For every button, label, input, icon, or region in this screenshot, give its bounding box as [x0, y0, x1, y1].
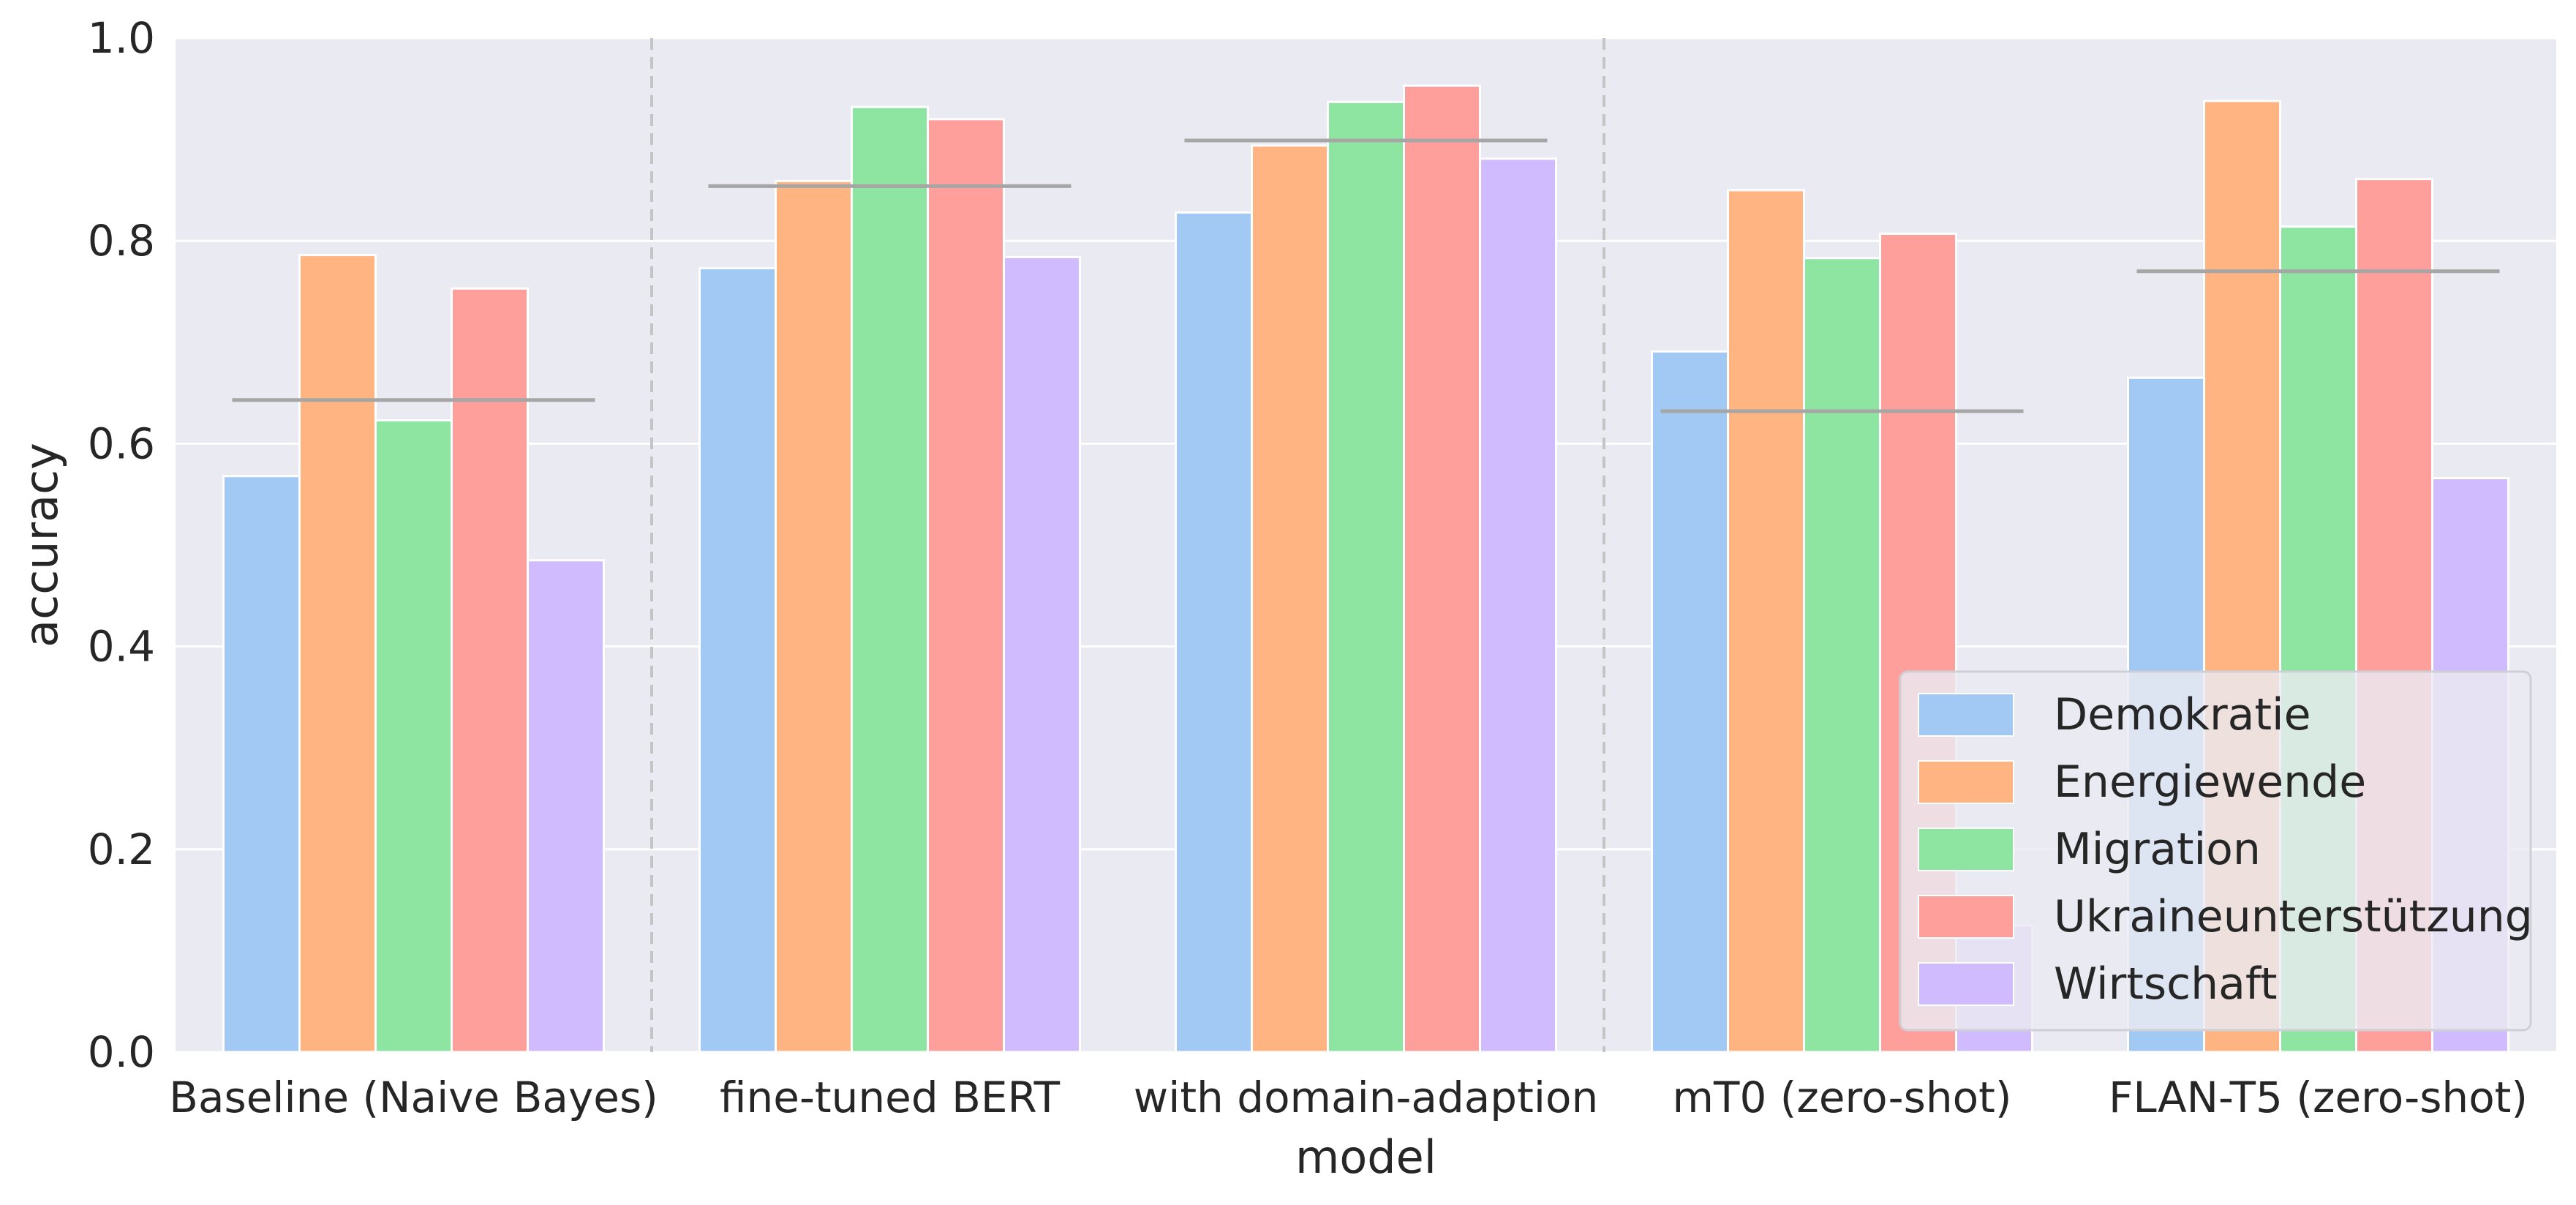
legend-label: Migration	[2054, 824, 2261, 875]
x-tick-label: Baseline (Naive Bayes)	[169, 1073, 658, 1122]
bar-ukraineunterstützung-3	[1403, 84, 1481, 1054]
y-tick-label: 0.8	[88, 216, 155, 266]
bar-demokratie-1	[222, 475, 301, 1054]
x-tick-label: FLAN-T5 (zero-shot)	[2109, 1073, 2528, 1122]
bar-ukraineunterstützung-1	[451, 287, 529, 1054]
legend-swatch	[1918, 760, 2014, 804]
bars	[222, 84, 2509, 1054]
bar-energiewende-3	[1251, 144, 1329, 1054]
bar-demokratie-3	[1175, 211, 1253, 1054]
y-tick-label: 0.4	[88, 622, 155, 672]
bar-migration-3	[1327, 100, 1405, 1054]
legend-label: Wirtschaft	[2054, 958, 2278, 1010]
bar-migration-4	[1803, 257, 1881, 1054]
y-tick-labels: 0.0 0.2 0.4 0.6 0.8 1.0	[88, 13, 155, 1077]
legend-label: Demokratie	[2054, 689, 2311, 740]
bar-demokratie-2	[698, 267, 777, 1054]
x-axis-title: model	[1295, 1130, 1436, 1184]
legend-swatch	[1918, 962, 2014, 1006]
bar-energiewende-2	[775, 179, 853, 1054]
legend-swatch	[1918, 895, 2014, 939]
bar-wirtschaft-1	[527, 559, 605, 1054]
legend-swatch	[1918, 827, 2014, 871]
legend-label: Energiewende	[2054, 757, 2366, 808]
bar-energiewende-1	[298, 254, 377, 1054]
legend-frame	[1899, 670, 2532, 1032]
y-tick-label: 0.0	[88, 1027, 155, 1077]
bar-demokratie-4	[1651, 350, 1729, 1054]
y-axis-title: accuracy	[15, 443, 68, 647]
bar-energiewende-4	[1727, 189, 1805, 1054]
bar-wirtschaft-3	[1479, 157, 1557, 1054]
x-tick-label: with domain-adaption	[1134, 1073, 1598, 1122]
group-separators	[650, 38, 1605, 1052]
legend-label: Ukraineunterstützung	[2054, 891, 2533, 942]
y-tick-label: 1.0	[88, 13, 155, 63]
x-tick-label: mT0 (zero-shot)	[1673, 1073, 2012, 1122]
bar-migration-2	[851, 105, 929, 1054]
y-tick-label: 0.2	[88, 825, 155, 874]
x-tick-labels: Baseline (Naive Bayes) fine-tuned BERT wit…	[169, 1073, 2528, 1122]
bar-wirtschaft-2	[1003, 255, 1081, 1054]
x-tick-label: fine-tuned BERT	[720, 1073, 1061, 1122]
legend: Demokratie Energiewende Migration Ukraineun…	[1899, 670, 2533, 1032]
y-tick-label: 0.6	[88, 418, 155, 468]
legend-swatch	[1918, 693, 2014, 737]
bar-ukraineunterstützung-2	[927, 118, 1005, 1054]
bar-migration-1	[374, 419, 453, 1054]
mean-lines	[232, 138, 2500, 413]
